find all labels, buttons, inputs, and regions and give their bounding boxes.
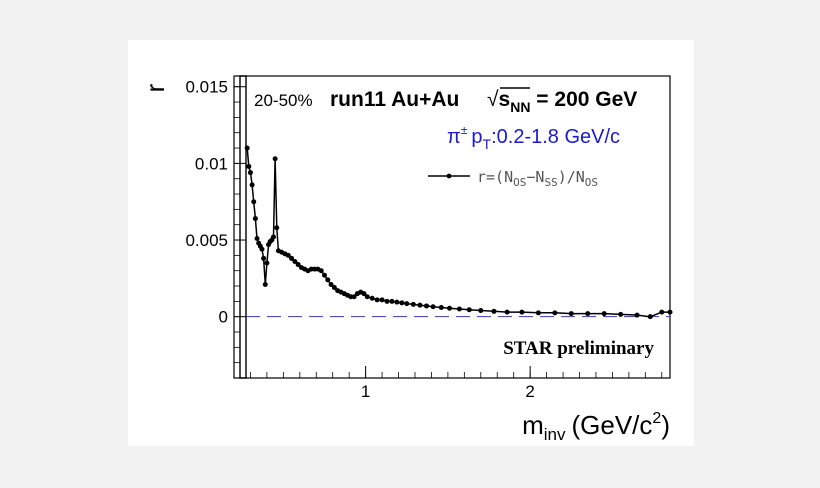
y-tick-label-3: 0.015: [185, 78, 228, 97]
x-axis-title-sub: inv: [544, 425, 566, 444]
pt-sub: T: [483, 136, 492, 152]
energy-sub: NN: [510, 99, 530, 115]
data-point: [466, 307, 472, 313]
data-point: [478, 308, 484, 314]
energy-suffix: = 200 GeV: [530, 88, 637, 111]
data-point: [394, 299, 400, 305]
energy-s: s: [499, 88, 511, 111]
data-point: [292, 258, 298, 264]
data-point: [585, 311, 591, 317]
data-point: [272, 156, 278, 162]
data-point: [244, 145, 250, 151]
chart-canvas: r minv (GeV/c2) 20-50% run11 Au+Au √sNN =…: [140, 75, 673, 444]
energy-label: √sNN = 200 GeV: [487, 88, 637, 115]
data-point: [430, 304, 436, 310]
data-point: [369, 295, 375, 301]
data-point: [399, 300, 405, 306]
data-point: [659, 309, 665, 315]
x-axis-title-units-end: ): [661, 410, 670, 440]
data-point: [456, 306, 462, 312]
legend-label: r=(NOS−NSS)/NOS: [477, 168, 598, 189]
legend-part-2: −N: [526, 168, 544, 186]
data-point: [634, 312, 640, 318]
data-point: [379, 297, 385, 303]
data-point: [331, 285, 337, 291]
legend-marker: [446, 173, 452, 179]
data-point: [374, 297, 380, 303]
x-axis-title-units: (GeV/c: [572, 410, 653, 440]
legend-part-4: )/N: [558, 168, 585, 186]
centrality-label: 20-50%: [254, 91, 313, 110]
data-point: [321, 272, 327, 278]
low-mass-boundary: [239, 75, 247, 379]
x-tick-label-0: 1: [361, 382, 370, 401]
y-tick-label-1: 0.005: [185, 231, 228, 250]
data-point: [295, 262, 301, 268]
data-point: [247, 170, 253, 176]
data-point: [285, 252, 291, 258]
data-point: [259, 246, 265, 252]
data-point: [364, 294, 370, 300]
data-point: [328, 281, 334, 287]
legend-part-5: OS: [585, 176, 598, 189]
data-point: [264, 260, 270, 266]
plot-layer: 0 0.005 0.01 0.015 1 2: [185, 75, 673, 401]
legend-part-3: SS: [544, 176, 557, 189]
data-point: [504, 309, 510, 315]
data-point: [491, 308, 497, 314]
legend-part-0: r=(N: [477, 168, 513, 186]
series-line-0: [246, 148, 670, 318]
data-point: [552, 310, 558, 316]
data-point: [389, 298, 395, 304]
pt-range: :0.2-1.8 GeV/c: [491, 126, 620, 148]
x-axis-title: minv (GeV/c2): [522, 410, 670, 444]
legend-part-1: OS: [513, 176, 526, 189]
data-point: [410, 301, 416, 307]
data-point: [519, 309, 525, 315]
pt-p: p: [471, 126, 482, 148]
data-point: [262, 281, 268, 287]
data-point: [351, 294, 357, 300]
chart-figure: r minv (GeV/c2) 20-50% run11 Au+Au √sNN =…: [128, 40, 694, 446]
particle-symbol: π: [447, 126, 461, 148]
particle-sup: ±: [461, 123, 468, 137]
y-tick-label-0: 0: [219, 308, 228, 327]
system-label: run11 Au+Au: [330, 88, 459, 111]
data-point: [384, 298, 390, 304]
preliminary-label: STAR preliminary: [503, 338, 654, 359]
data-point: [667, 309, 673, 315]
data-point: [249, 182, 255, 188]
data-point: [568, 311, 574, 317]
plot-frame: [233, 75, 671, 379]
data-point: [438, 304, 444, 310]
y-tick-label-2: 0.01: [195, 154, 228, 173]
data-point: [318, 268, 324, 274]
data-point: [274, 225, 280, 231]
y-axis-title: r: [140, 83, 170, 92]
x-axis-title-units-sup: 2: [652, 410, 661, 427]
data-point: [261, 255, 267, 261]
data-point: [246, 163, 252, 169]
x-tick-label-1: 2: [525, 382, 534, 401]
data-point: [447, 305, 453, 311]
data-point: [618, 311, 624, 317]
particle-label: π± pT:0.2-1.8 GeV/c: [447, 123, 620, 152]
data-point: [252, 216, 258, 222]
data-point: [535, 310, 541, 316]
data-point: [361, 291, 367, 297]
x-axis-title-main: m: [522, 410, 544, 440]
data-point: [601, 311, 607, 317]
sqrt-symbol: √: [487, 88, 499, 111]
data-point: [404, 301, 410, 307]
data-point: [417, 302, 423, 308]
data-point: [270, 234, 276, 240]
data-point: [325, 277, 331, 283]
data-point: [647, 314, 653, 320]
data-point: [254, 235, 260, 241]
data-point: [423, 303, 429, 309]
data-point: [289, 255, 295, 261]
data-point: [251, 199, 257, 205]
